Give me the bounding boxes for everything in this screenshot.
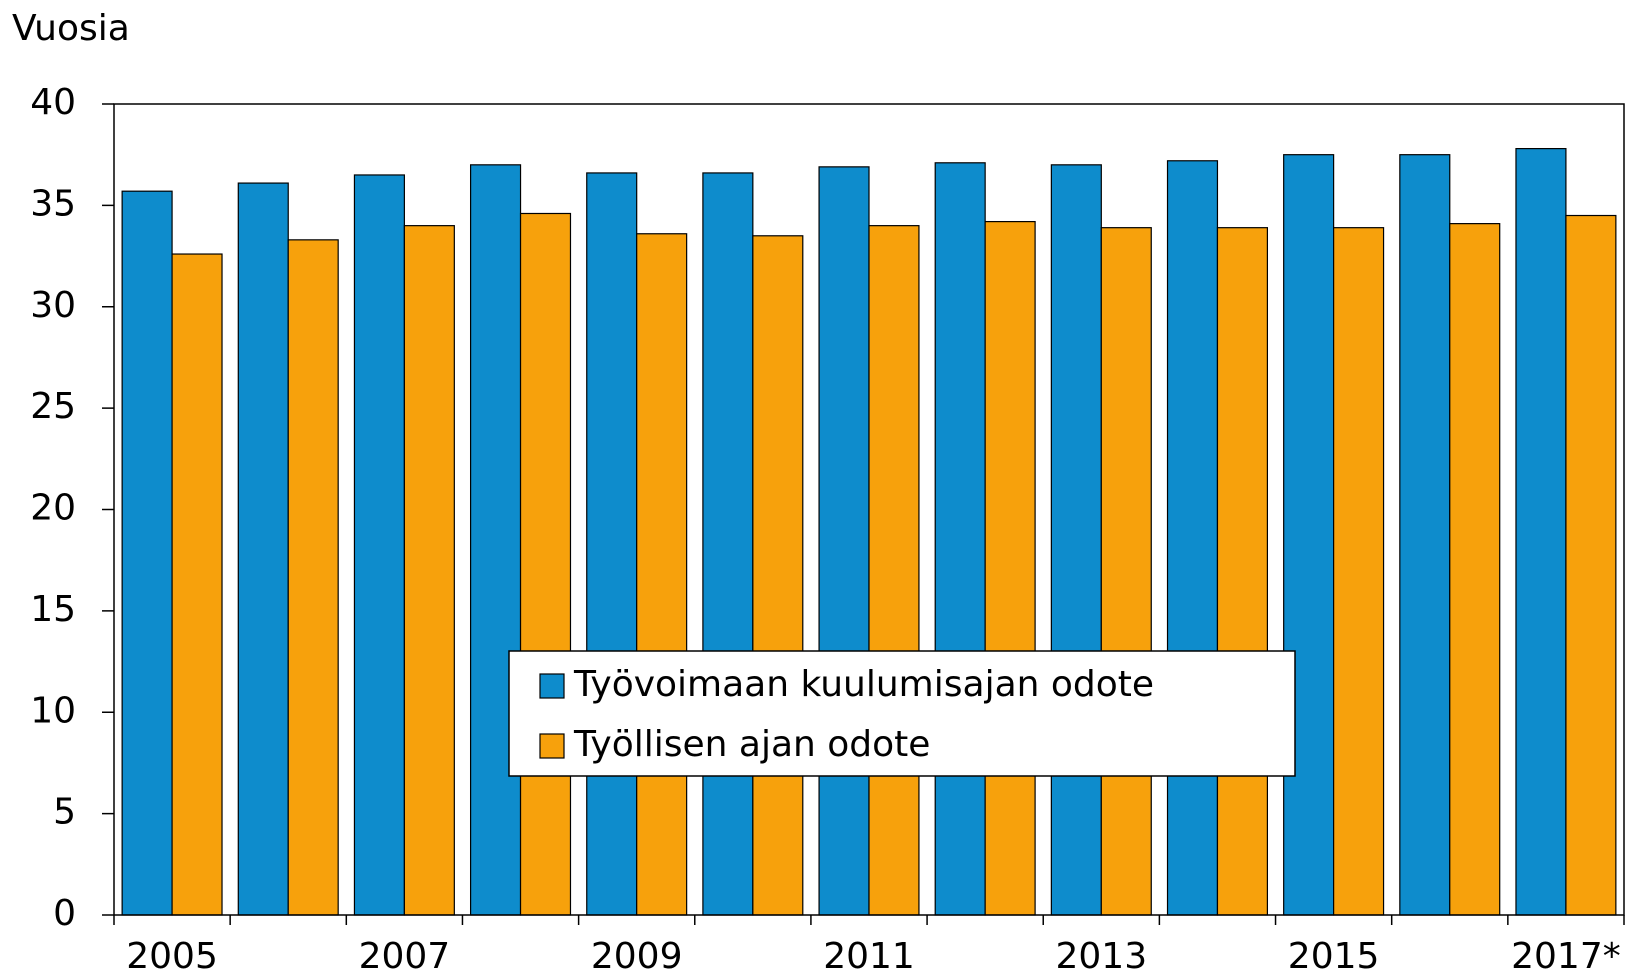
bar <box>818 166 870 916</box>
bar <box>1283 154 1335 916</box>
legend-box <box>508 650 1296 777</box>
legend-label: Työllisen ajan odote <box>573 724 930 765</box>
bar <box>984 220 1036 916</box>
bar <box>353 174 405 916</box>
bar <box>171 253 223 916</box>
bar <box>121 190 173 916</box>
legend-swatch <box>539 673 565 699</box>
y-tick-label: 5 <box>53 792 76 833</box>
y-tick-label: 30 <box>30 285 76 326</box>
x-tick-label: 2017* <box>1511 936 1621 977</box>
x-tick-label: 2005 <box>126 936 218 977</box>
x-tick-label: 2011 <box>823 936 915 977</box>
plot-frame <box>113 103 1625 916</box>
bar <box>1515 148 1567 916</box>
x-tick-label: 2009 <box>591 936 683 977</box>
bar <box>1449 223 1501 916</box>
bar <box>636 233 688 916</box>
bar <box>469 164 522 916</box>
y-tick-label: 10 <box>30 690 76 731</box>
bar <box>702 172 754 916</box>
bar <box>586 172 638 916</box>
y-tick-label: 35 <box>30 183 76 224</box>
x-tick-label: 2015 <box>1288 936 1380 977</box>
bar <box>1166 160 1219 916</box>
bar <box>752 235 804 916</box>
legend-swatch <box>539 733 565 759</box>
y-tick-label: 0 <box>53 893 76 934</box>
y-tick-label: 25 <box>30 386 76 427</box>
y-tick-label: 40 <box>30 82 76 123</box>
y-tick-label: 20 <box>30 488 76 529</box>
bar <box>237 182 289 916</box>
x-tick-label: 2013 <box>1055 936 1147 977</box>
x-tick-label: 2007 <box>359 936 451 977</box>
bar <box>934 162 986 916</box>
bar <box>287 239 339 916</box>
bar <box>1100 227 1152 916</box>
bar <box>1399 154 1451 916</box>
bar <box>1565 214 1617 916</box>
bar <box>1216 227 1269 916</box>
y-axis-label: Vuosia <box>12 8 130 49</box>
bar <box>403 225 455 916</box>
bar <box>1050 164 1102 916</box>
legend-label: Työvoimaan kuulumisajan odote <box>573 664 1154 705</box>
bar <box>1333 227 1385 916</box>
y-tick-label: 15 <box>30 589 76 630</box>
bar <box>519 212 572 916</box>
bar <box>868 225 920 916</box>
